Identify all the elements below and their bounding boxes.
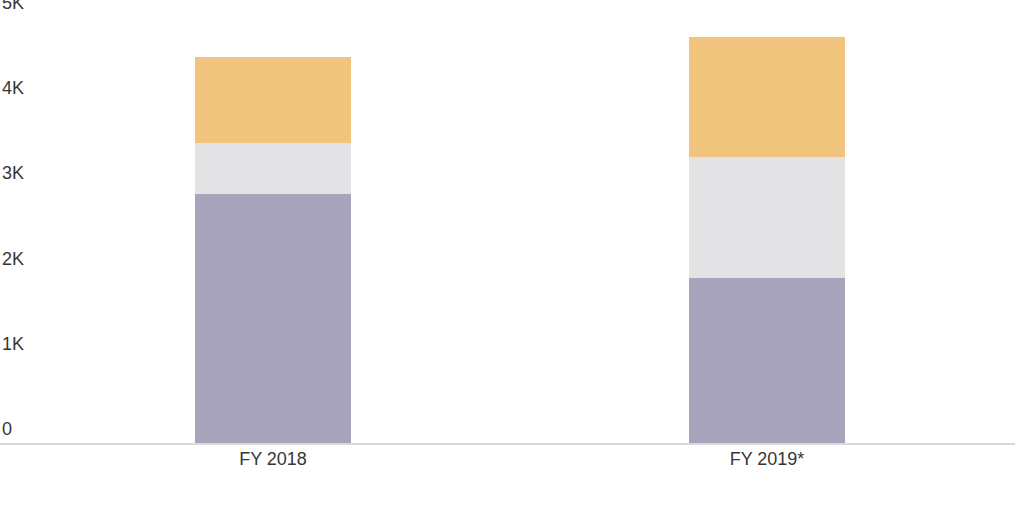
y-axis-tick-label: 1K bbox=[2, 334, 24, 354]
bar-segment-gray-middle[interactable] bbox=[689, 157, 845, 277]
bar-segment-purple-bottom[interactable] bbox=[689, 278, 845, 443]
bar-segment-gray-middle[interactable] bbox=[195, 143, 351, 194]
y-axis-tick-label: 0 bbox=[2, 419, 12, 439]
y-axis-tick-label: 3K bbox=[2, 163, 24, 183]
chart-canvas: 0 1K 2K 3K 4K 5K FY 2018 FY 2019* bbox=[0, 0, 1024, 512]
bar-segment-purple-bottom[interactable] bbox=[195, 194, 351, 443]
x-axis-category-label: FY 2019* bbox=[730, 449, 805, 469]
y-axis-tick-label: 2K bbox=[2, 249, 24, 269]
y-axis-tick-label: 4K bbox=[2, 78, 24, 98]
x-axis-category-label: FY 2018 bbox=[239, 449, 307, 469]
stacked-bar-chart: 0 1K 2K 3K 4K 5K FY 2018 FY 2019* bbox=[0, 0, 1024, 512]
y-axis-tick-label: 5K bbox=[2, 0, 24, 13]
bar-segment-orange-top[interactable] bbox=[195, 57, 351, 143]
bar-segment-orange-top[interactable] bbox=[689, 37, 845, 157]
x-axis-line bbox=[0, 443, 1015, 445]
